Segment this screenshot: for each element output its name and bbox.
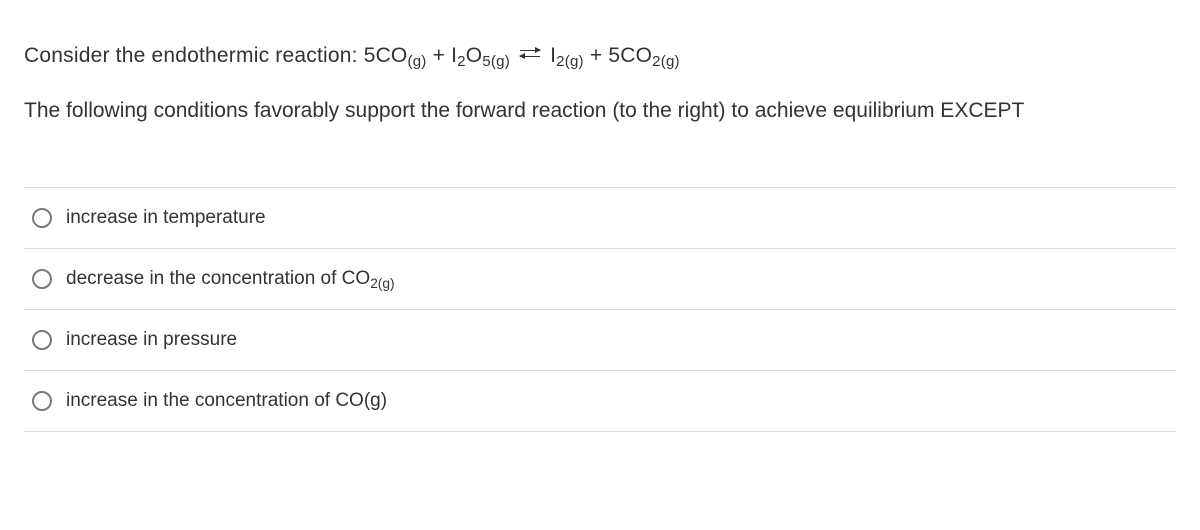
option-label-prefix: decrease in the concentration of CO: [66, 268, 370, 289]
lhs1-state: (g): [407, 53, 426, 70]
lhs1-coeff: 5CO: [364, 44, 408, 67]
rhs1-sub: 2(g): [556, 53, 584, 70]
radio-icon: [32, 330, 52, 350]
option-c[interactable]: increase in pressure: [24, 310, 1176, 371]
stem-prefix: Consider the endothermic reaction:: [24, 44, 364, 67]
lhs2-sub2: 5(g): [482, 53, 510, 70]
option-label-sub: 2(g): [370, 276, 394, 291]
plus-1: +: [427, 44, 452, 67]
rhs2-sub: 2(g): [652, 53, 680, 70]
equation-line: Consider the endothermic reaction: 5CO(g…: [24, 40, 1176, 73]
option-label: increase in pressure: [66, 329, 237, 351]
lhs2-sub1: 2: [457, 53, 466, 70]
radio-icon: [32, 269, 52, 289]
option-b[interactable]: decrease in the concentration of CO2(g): [24, 249, 1176, 310]
lhs2-base2: O: [466, 44, 483, 67]
equilibrium-arrows-icon: [520, 45, 540, 64]
option-label: increase in the concentration of CO(g): [66, 390, 387, 412]
stem-line2: The following conditions favorably suppo…: [24, 95, 1176, 128]
option-a[interactable]: increase in temperature: [24, 188, 1176, 249]
radio-icon: [32, 208, 52, 228]
options-list: increase in temperature decrease in the …: [24, 187, 1176, 432]
question-stem: Consider the endothermic reaction: 5CO(g…: [24, 40, 1176, 127]
option-d[interactable]: increase in the concentration of CO(g): [24, 371, 1176, 432]
option-label: increase in temperature: [66, 207, 266, 229]
option-label: decrease in the concentration of CO2(g): [66, 268, 395, 290]
rhs2-coeff: 5CO: [608, 44, 652, 67]
plus-2: +: [584, 44, 609, 67]
radio-icon: [32, 391, 52, 411]
